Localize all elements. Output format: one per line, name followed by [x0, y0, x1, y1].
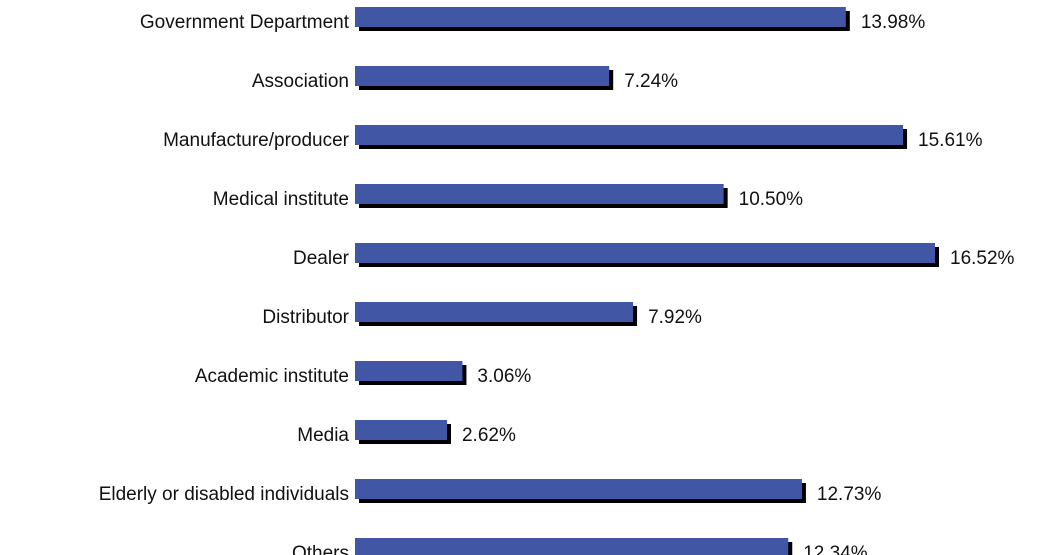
bar [355, 538, 789, 555]
category-label: Manufacture/producer [163, 130, 350, 151]
category-label: Others [292, 543, 349, 555]
category-label: Association [252, 71, 349, 92]
bar [355, 243, 935, 263]
category-label: Elderly or disabled individuals [99, 484, 349, 505]
bar [355, 125, 904, 145]
value-label: 3.06% [477, 366, 531, 387]
bar [355, 184, 724, 204]
bar [355, 361, 463, 381]
value-label: 2.62% [462, 425, 516, 446]
value-label: 13.98% [861, 12, 926, 33]
category-label: Medical institute [213, 189, 349, 210]
value-label: 15.61% [918, 130, 983, 151]
value-label: 10.50% [739, 189, 804, 210]
value-label: 12.73% [817, 484, 882, 505]
bar [355, 66, 610, 86]
bar [355, 479, 802, 499]
bar [355, 420, 447, 440]
bar [355, 7, 846, 27]
value-label: 12.34% [803, 543, 868, 555]
category-label: Academic institute [195, 366, 349, 387]
bar [355, 302, 634, 322]
value-label: 16.52% [950, 248, 1015, 269]
value-label: 7.24% [624, 71, 678, 92]
category-label: Media [297, 425, 349, 446]
value-label: 7.92% [648, 307, 702, 328]
category-label: Dealer [293, 248, 350, 269]
category-label: Government Department [140, 12, 350, 33]
category-label: Distributor [262, 307, 349, 328]
